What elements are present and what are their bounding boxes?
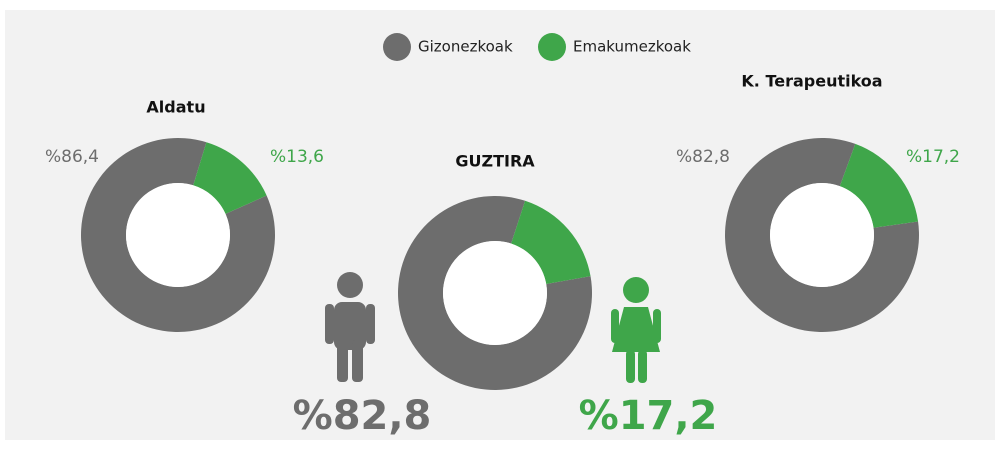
donut-slice	[839, 143, 919, 228]
value-label: %13,6	[270, 147, 324, 167]
man-icon	[325, 272, 375, 382]
chart-title: K. Terapeutikoa	[741, 72, 882, 91]
value-label: %82,8	[676, 147, 730, 167]
chart-title: GUZTIRA	[455, 152, 535, 171]
value-label: %17,2	[579, 393, 718, 439]
value-label: %17,2	[906, 147, 960, 167]
donut-slice	[398, 195, 592, 390]
donut-slice	[193, 142, 267, 214]
legend-swatch	[538, 33, 566, 61]
donut-hole	[770, 183, 874, 287]
donut-slice	[725, 137, 920, 332]
legend-label: Emakumezkoak	[573, 38, 691, 56]
legend-swatch	[383, 33, 411, 61]
donut-hole	[443, 241, 547, 345]
donut-slice	[81, 138, 276, 332]
donut-hole	[126, 183, 230, 287]
legend-label: Gizonezkoak	[418, 38, 513, 56]
woman-icon	[611, 277, 661, 383]
value-label: %82,8	[293, 393, 432, 439]
donut-slice	[511, 200, 591, 284]
chart-title: Aldatu	[146, 98, 205, 117]
value-label: %86,4	[45, 147, 99, 167]
